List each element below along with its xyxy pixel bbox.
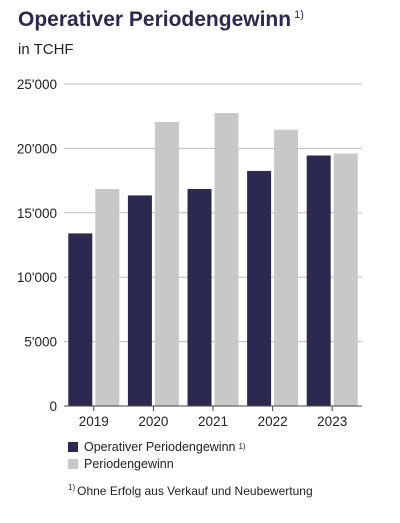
x-tick-label-2019: 2019 xyxy=(79,414,109,429)
footnote-text: Ohne Erfolg aus Verkauf und Neubewertung xyxy=(77,484,313,498)
chart-title-text: Operativer Periodengewinn xyxy=(18,8,292,31)
bar-operativer-2020 xyxy=(127,195,152,406)
y-tick-label-3: 15'000 xyxy=(17,206,57,221)
y-tick-label-1: 5'000 xyxy=(24,335,57,350)
x-tick-label-2022: 2022 xyxy=(258,414,288,429)
legend-swatch-periodengewinn xyxy=(68,458,78,469)
chart-subtitle: in TCHF xyxy=(18,41,74,58)
y-tick-label-2: 10'000 xyxy=(17,270,57,285)
footnote: 1) Ohne Erfolg aus Verkauf und Neubewertu… xyxy=(68,483,313,498)
bar-periodengewinn-2020 xyxy=(154,121,179,406)
chart-title: Operativer Periodengewinn 1) xyxy=(18,8,304,32)
legend-marker-operativer: 1) xyxy=(238,442,246,451)
bar-periodengewinn-2023 xyxy=(333,153,358,406)
title-footnote-marker: 1) xyxy=(294,9,304,21)
legend-item-periodengewinn: Periodengewinn xyxy=(68,456,246,471)
bar-operativer-2021 xyxy=(187,188,212,406)
x-tick-label-2020: 2020 xyxy=(138,414,168,429)
bar-operativer-2022 xyxy=(247,170,272,406)
legend-item-operativer: Operativer Periodengewinn 1) xyxy=(68,439,246,454)
bar-operativer-2023 xyxy=(306,155,331,406)
bar-periodengewinn-2021 xyxy=(214,112,239,406)
y-tick-label-4: 20'000 xyxy=(17,141,57,156)
footnote-marker: 1) xyxy=(68,483,76,492)
legend: Operativer Periodengewinn 1) Periodengewi… xyxy=(68,439,246,473)
legend-swatch-operativer xyxy=(68,441,78,452)
x-tick-label-2023: 2023 xyxy=(317,414,347,429)
y-tick-label-0: 0 xyxy=(49,399,57,414)
x-tick-label-2021: 2021 xyxy=(198,414,228,429)
legend-label-operativer: Operativer Periodengewinn xyxy=(84,439,236,454)
y-tick-label-5: 25'000 xyxy=(17,77,57,92)
bar-periodengewinn-2019 xyxy=(95,188,120,406)
bar-periodengewinn-2022 xyxy=(274,129,299,406)
legend-label-periodengewinn: Periodengewinn xyxy=(84,456,174,471)
bar-operativer-2019 xyxy=(68,233,93,406)
